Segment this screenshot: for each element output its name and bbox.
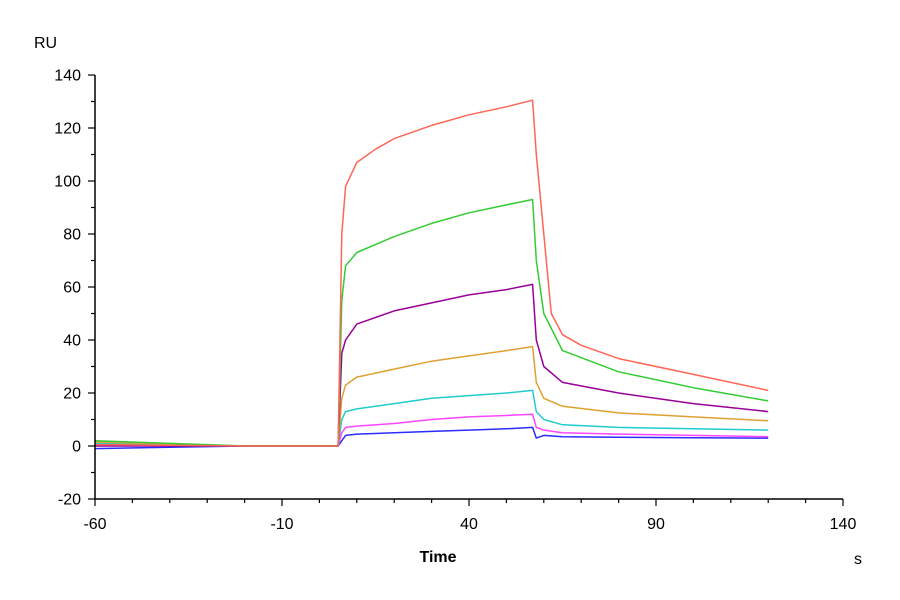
x-axis-ticks: -60 -10 40 90 140: [83, 499, 856, 533]
x-tick-label: -60: [83, 516, 106, 533]
x-tick-label: 40: [460, 516, 478, 533]
series-line-5: [95, 283, 769, 447]
y-axis-unit-label: RU: [34, 35, 57, 52]
y-tick-label: 60: [63, 280, 81, 297]
x-tick-label: -10: [270, 516, 293, 533]
y-tick-label: 80: [63, 227, 81, 244]
x-tick-label: 140: [830, 516, 857, 533]
series-line-2: [94, 413, 769, 447]
series-line-6: [94, 198, 769, 447]
series-layer: [94, 99, 769, 450]
y-tick-label: 120: [54, 121, 81, 138]
y-tick-label: 20: [63, 386, 81, 403]
x-tick-label: 90: [647, 516, 665, 533]
x-axis-unit-label: s: [854, 551, 862, 568]
x-axis-title: Time: [419, 549, 456, 566]
series-line-7: [94, 99, 769, 447]
y-tick-label: 40: [63, 333, 81, 350]
y-axis-ticks: -20 0 20 40 60 80 100 120 140: [54, 68, 95, 509]
y-tick-label: 140: [54, 68, 81, 85]
y-tick-label: -20: [58, 492, 81, 509]
y-tick-label: 100: [54, 174, 81, 191]
y-tick-label: 0: [72, 439, 81, 456]
